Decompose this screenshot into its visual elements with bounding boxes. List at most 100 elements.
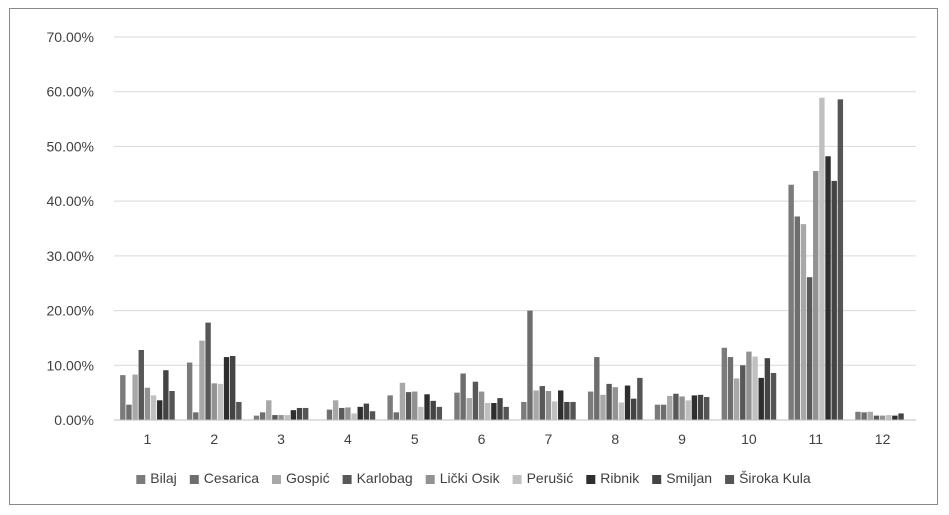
legend-label: Smiljan [666, 470, 712, 486]
bar-12-ribnik [892, 415, 898, 420]
bar-4-karlobag [339, 407, 345, 420]
legend-item: Gospić [272, 470, 330, 486]
bar-5-ribnik [424, 394, 430, 420]
legend-item: Karlobag [342, 470, 413, 486]
bar-5-cesarica [393, 412, 399, 420]
bar-10-li-ki-osik [746, 351, 752, 420]
bar-10-peru-i- [752, 356, 758, 420]
bar-4-smiljan [363, 403, 370, 420]
bar-2-smiljan [230, 355, 236, 420]
legend-item: Lički Osik [425, 470, 501, 486]
gridlines [114, 36, 916, 366]
bar-1-gospi- [132, 374, 138, 420]
bar-7-cesarica [527, 310, 533, 420]
x-tick-label: 6 [478, 431, 486, 447]
bar-8-li-ki-osik [612, 387, 618, 420]
bar-7--iroka-kula [570, 401, 576, 420]
bar-9-ribnik [691, 395, 698, 420]
bar-7-ribnik [558, 390, 564, 420]
legend-label: Široka Kula [739, 470, 811, 486]
legend-swatch [342, 475, 352, 484]
bar-3-peru-i- [284, 415, 290, 420]
legend-swatch [136, 475, 146, 484]
bar-11-bilaj [788, 184, 794, 420]
bar-8-ribnik [624, 385, 631, 420]
bar-1-peru-i- [150, 395, 157, 420]
bar-1-ribnik [157, 400, 163, 420]
x-tick-label: 12 [875, 431, 891, 447]
legend-item: Smiljan [652, 470, 712, 486]
bar-11-smiljan [831, 180, 837, 420]
bar-6--iroka-kula [503, 406, 509, 420]
bar-8-cesarica [594, 357, 600, 420]
bar-3-bilaj [253, 415, 260, 420]
bar-7-peru-i- [551, 401, 558, 420]
legend-swatch [425, 475, 435, 484]
bar-6-peru-i- [485, 403, 491, 420]
bar-7-li-ki-osik [545, 391, 552, 420]
bar-12-smiljan [898, 413, 904, 420]
bar-chart: 0.00% 10.00% 20.00% 30.00% 40.00% 50.00% 60.00… [47, 29, 916, 486]
y-tick-label: 30.00% [47, 248, 94, 264]
bar-1--iroka-kula [169, 391, 175, 420]
bar-11-peru-i- [819, 97, 825, 420]
bar-8-bilaj [587, 391, 594, 420]
x-tick-label: 9 [678, 431, 686, 447]
y-tick-label: 10.00% [47, 357, 94, 373]
legend-label: Ribnik [600, 470, 640, 486]
bar-10-gospi- [733, 378, 740, 420]
bar-8-karlobag [606, 383, 612, 420]
bar-3-smiljan [296, 407, 303, 420]
bar-6-smiljan [497, 398, 503, 420]
bar-12-bilaj [855, 411, 861, 420]
bar-11-li-ki-osik [813, 171, 819, 420]
legend-swatch [652, 475, 662, 484]
chart-frame: 0.00% 10.00% 20.00% 30.00% 40.00% 50.00% 60.00… [9, 8, 938, 505]
legend-item: Perušić [512, 470, 574, 486]
legend: Bilaj Cesarica Gospić Karlobag Lički Osik Per… [136, 470, 811, 486]
bar-8--iroka-kula [637, 377, 643, 420]
bar-2-peru-i- [217, 383, 224, 420]
bar-9-smiljan [697, 394, 704, 420]
bar-3--iroka-kula [302, 407, 309, 420]
bar-10-bilaj [721, 347, 728, 420]
bar-9-peru-i- [685, 400, 691, 420]
y-tick-label: 60.00% [47, 84, 94, 100]
bar-8-gospi- [600, 394, 606, 420]
legend-label: Perušić [527, 470, 574, 486]
bar-5-gospi- [399, 382, 406, 420]
x-tick-label: 4 [344, 431, 352, 447]
bar-2-cesarica [193, 412, 199, 420]
bar-2-ribnik [223, 357, 230, 420]
x-tick-label: 10 [741, 431, 757, 447]
bar-6-karlobag [472, 381, 479, 420]
legend-label: Gospić [286, 470, 330, 486]
bar-3-karlobag [272, 415, 278, 420]
bar-12-li-ki-osik [879, 415, 886, 420]
legend-label: Cesarica [204, 470, 259, 486]
bar-10-ribnik [758, 377, 764, 420]
legend-item: Bilaj [136, 470, 177, 486]
bar-4--iroka-kula [369, 411, 376, 420]
bar-12-karlobag [873, 415, 880, 420]
bar-11--iroka-kula [837, 99, 844, 421]
x-tick-label: 1 [144, 431, 152, 447]
x-tick-label: 7 [545, 431, 553, 447]
bar-10-cesarica [727, 357, 734, 420]
x-tick-label: 8 [611, 431, 619, 447]
bar-3-gospi- [266, 400, 272, 420]
bar-4-gospi- [332, 400, 339, 420]
x-tick-label: 2 [210, 431, 218, 447]
legend-swatch [189, 475, 199, 484]
bar-1-cesarica [126, 404, 132, 420]
bar-3-li-ki-osik [278, 415, 284, 420]
bar-5-li-ki-osik [412, 391, 418, 420]
bar-1-karlobag [138, 349, 144, 420]
legend-label: Lički Osik [440, 470, 501, 486]
bar-5-karlobag [405, 392, 412, 420]
bar-2-karlobag [205, 322, 211, 420]
bar-4-li-ki-osik [345, 407, 351, 420]
legend-swatch [512, 475, 522, 484]
bar-7-karlobag [539, 386, 545, 420]
bar-9-bilaj [654, 404, 661, 420]
